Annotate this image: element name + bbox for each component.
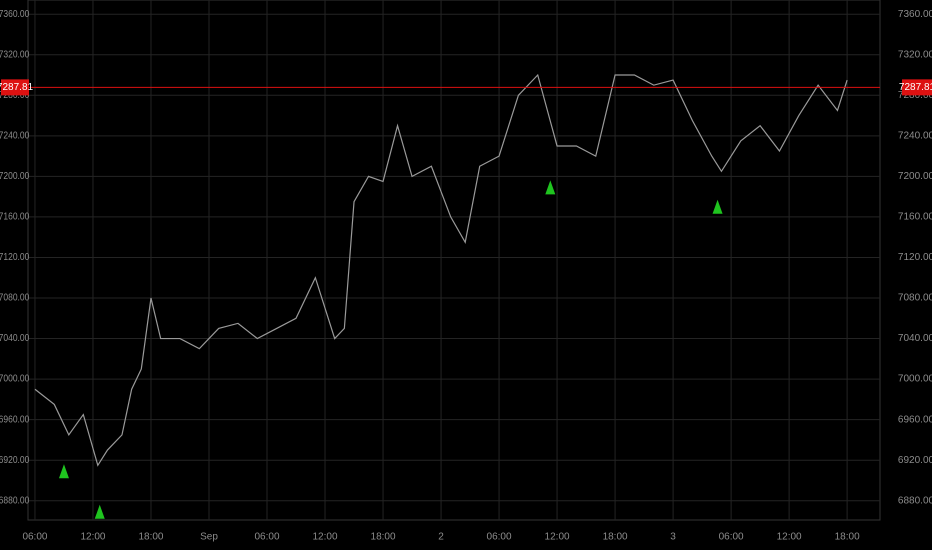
- y-tick-label: 7160.00: [0, 211, 29, 222]
- y-tick-label: 7080.00: [0, 292, 29, 303]
- y2-tick-label: 6960.00: [898, 414, 932, 425]
- x-tick-label: 18:00: [371, 532, 396, 543]
- x-tick-label: Sep: [200, 532, 218, 543]
- y-tick-label: 6960.00: [0, 414, 29, 425]
- y2-tick-label: 7080.00: [898, 293, 932, 304]
- x-tick-label: 12:00: [777, 532, 802, 543]
- x-tick-label: 06:00: [719, 532, 744, 543]
- y2-tick-label: 6880.00: [898, 495, 932, 506]
- buy-signal-arrow: [712, 199, 723, 214]
- price-level-label: 7287.81: [899, 82, 932, 93]
- y-tick-label: 7120.00: [0, 251, 29, 262]
- x-tick-label: 18:00: [138, 532, 163, 543]
- buy-signal-arrow: [545, 180, 556, 195]
- y2-tick-label: 7120.00: [898, 252, 932, 263]
- buy-signal-arrow: [58, 464, 69, 479]
- y2-tick-label: 6920.00: [898, 455, 932, 466]
- y2-tick-label: 7040.00: [898, 333, 932, 344]
- plot-border: [27, 0, 881, 521]
- x-tick-label: 06:00: [254, 532, 279, 543]
- y2-tick-label: 7280.00: [898, 90, 932, 101]
- x-tick-label: 12:00: [80, 532, 105, 543]
- x-tick-label: 06:00: [487, 532, 512, 543]
- x-tick-label: 2: [438, 532, 444, 543]
- y-tick-label: 6920.00: [0, 454, 29, 465]
- y2-tick-label: 7240.00: [898, 130, 932, 141]
- y2-tick-label: 7360.00: [898, 9, 932, 20]
- x-tick-label: 06:00: [22, 532, 47, 543]
- x-tick-label: 12:00: [545, 532, 570, 543]
- y-tick-label: 7240.00: [0, 130, 29, 141]
- x-tick-label: 3: [670, 532, 676, 543]
- x-tick-label: 18:00: [835, 532, 860, 543]
- y-tick-label: 7040.00: [0, 333, 29, 344]
- y-tick-label: 7320.00: [0, 49, 29, 60]
- buy-signal-arrow: [94, 504, 105, 519]
- y-tick-label: 7360.00: [0, 8, 29, 19]
- price-line-series: [34, 73, 848, 467]
- price-level-badge: [902, 79, 932, 96]
- y-tick-label: 7000.00: [0, 373, 29, 384]
- y2-tick-label: 7320.00: [898, 49, 932, 60]
- x-tick-label: 18:00: [603, 532, 628, 543]
- y-tick-label: 6880.00: [0, 495, 29, 506]
- y2-tick-label: 7200.00: [898, 171, 932, 182]
- y-tick-label: 7200.00: [0, 170, 29, 181]
- price-level-badge: [1, 79, 29, 96]
- x-tick-label: 12:00: [313, 532, 338, 543]
- price-level-label: 7287.81: [0, 82, 34, 93]
- y2-tick-label: 7000.00: [898, 374, 932, 385]
- y2-tick-label: 7160.00: [898, 212, 932, 223]
